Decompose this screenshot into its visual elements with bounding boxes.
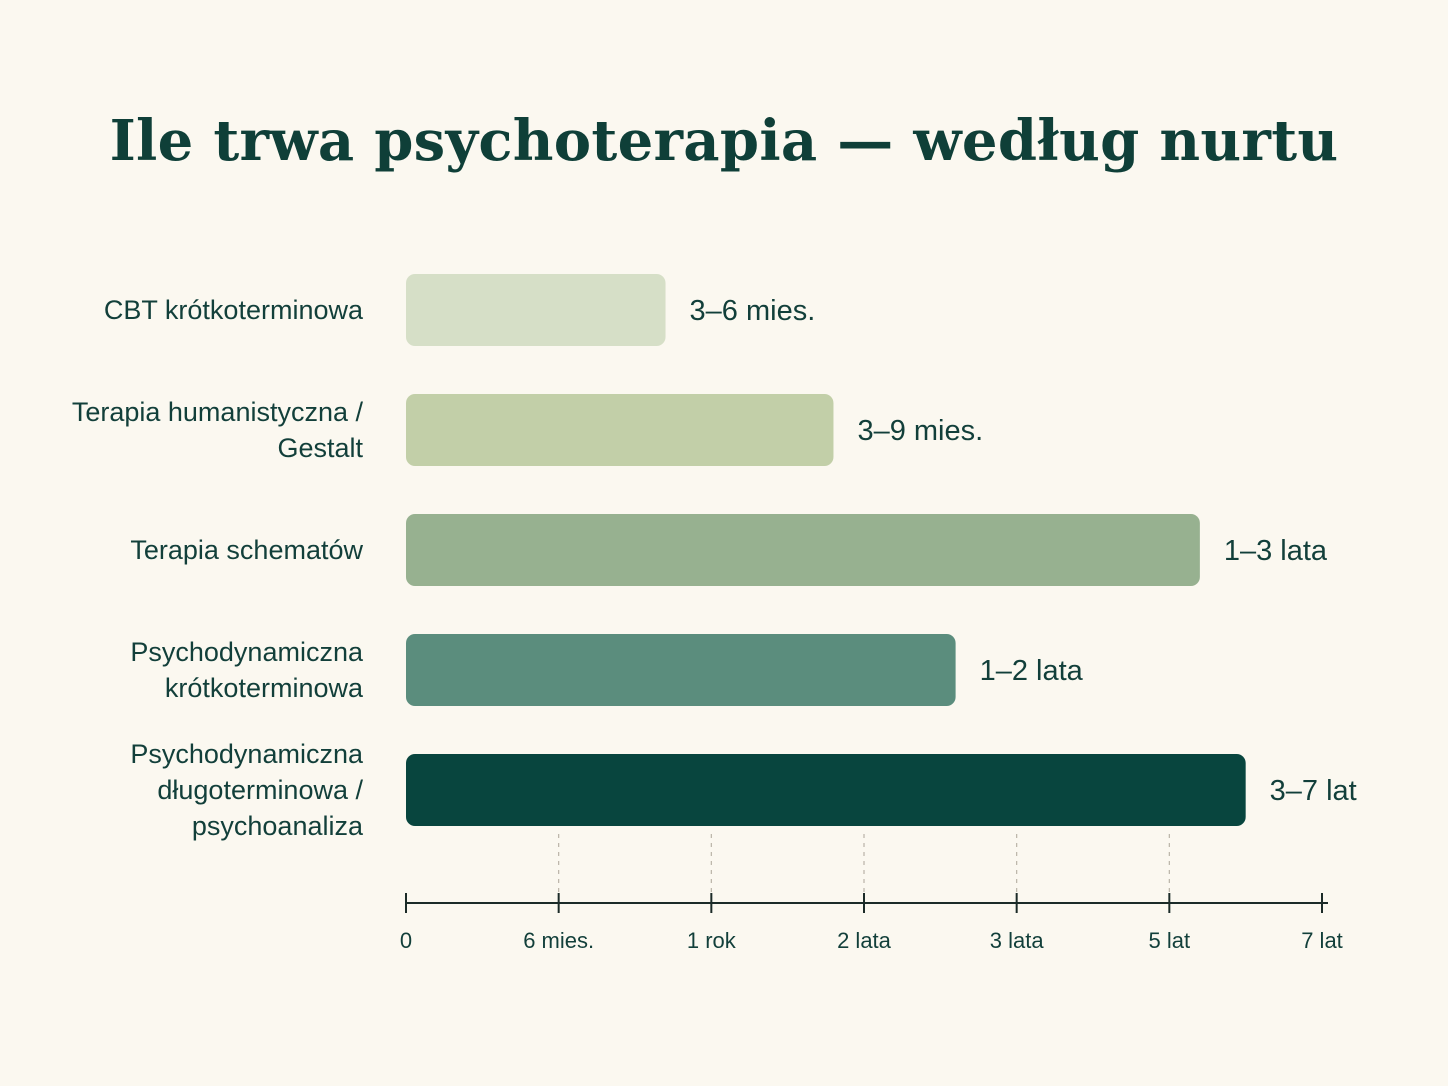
x-tick-label: 1 rok: [687, 928, 737, 953]
category-label-line: CBT krótkoterminowa: [104, 295, 364, 325]
value-label: 3–6 mies.: [690, 295, 816, 327]
category-label-line: Terapia schematów: [130, 535, 363, 565]
bar: [406, 514, 1200, 586]
x-axis: 0 6 mies. 1 rok 2 lata 3 lata 5 lat 7 lat: [400, 893, 1343, 953]
value-label: 3–7 lat: [1270, 775, 1357, 807]
value-label: 3–9 mies.: [857, 415, 983, 447]
bars-group: [406, 274, 1246, 826]
bar: [406, 754, 1246, 826]
x-tick-label: 2 lata: [837, 928, 892, 953]
value-labels-group: 3–6 mies. 3–9 mies. 1–3 lata 1–2 lata 3–7 la…: [690, 295, 1357, 807]
category-label-line: długoterminowa /: [157, 775, 363, 805]
x-tick-label: 5 lat: [1149, 928, 1191, 953]
category-label-line: psychoanaliza: [192, 811, 364, 841]
category-label-line: Psychodynamiczna: [130, 739, 364, 769]
category-label-line: Psychodynamiczna: [130, 637, 364, 667]
category-label: Terapia schematów: [130, 535, 363, 565]
value-label: 1–2 lata: [980, 655, 1084, 687]
value-label: 1–3 lata: [1224, 535, 1328, 567]
tick-guide-lines: [558, 834, 1170, 900]
x-tick-label: 7 lat: [1301, 928, 1343, 953]
category-label-line: Gestalt: [277, 433, 363, 463]
category-label: CBT krótkoterminowa: [104, 295, 364, 325]
category-label: Psychodynamiczna krótkoterminowa: [130, 637, 364, 703]
category-label-line: Terapia humanistyczna /: [72, 397, 364, 427]
bar: [406, 634, 956, 706]
x-tick-label: 6 mies.: [523, 928, 594, 953]
category-label: Psychodynamiczna długoterminowa / psychoan…: [130, 739, 364, 841]
category-label-line: krótkoterminowa: [165, 673, 364, 703]
bar: [406, 274, 666, 346]
category-label: Terapia humanistyczna / Gestalt: [72, 397, 364, 463]
bar: [406, 394, 834, 466]
category-labels-group: CBT krótkoterminowa Terapia humanistyczna…: [72, 295, 364, 841]
chart-title: Ile trwa psychoterapia — według nurtu: [109, 108, 1339, 174]
x-tick-label: 0: [400, 928, 412, 953]
x-tick-label: 3 lata: [990, 928, 1045, 953]
